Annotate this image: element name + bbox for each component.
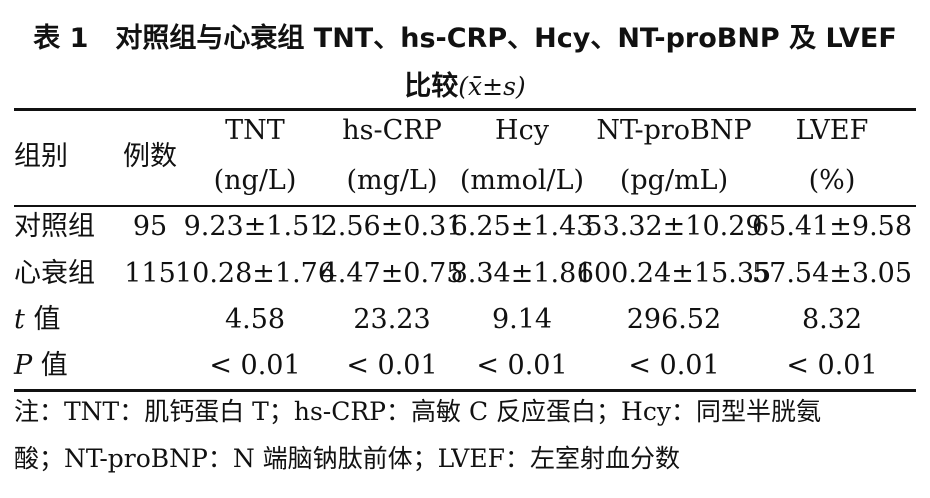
header-lvef: LVEF — [795, 115, 869, 146]
row-group: 对照组 — [14, 211, 95, 242]
header-hcy: Hcy — [495, 115, 549, 146]
row-tnt: 4.58 — [224, 304, 286, 335]
table-note-line-2: 酸；NT-proBNP：N 端脑钠肽前体；LVEF：左室射血分数 — [14, 444, 680, 473]
header-tnt: TNT — [225, 115, 285, 146]
table-note-line-1: 注：TNT：肌钙蛋白 T；hs-CRP：高敏 C 反应蛋白；Hcy：同型半胱氨 — [14, 397, 821, 426]
table-top-rule — [14, 108, 916, 111]
row-hscrp: 4.47±0.75 — [320, 258, 464, 289]
row-lvef: < 0.01 — [786, 350, 878, 381]
table-caption-line-2: 比较(x̄±s) — [0, 70, 930, 104]
row-hscrp: 2.56±0.31 — [320, 211, 464, 242]
table-caption-line-1: 表 1 对照组与心衰组 TNT、hs-CRP、Hcy、NT-proBNP 及 L… — [33, 23, 897, 54]
row-hcy: < 0.01 — [476, 350, 568, 381]
row-lvef: 57.54±3.05 — [751, 258, 913, 289]
header-group: 组别 — [14, 141, 68, 172]
p-value-symbol: P — [14, 350, 33, 381]
row-tnt: 10.28±1.76 — [174, 258, 336, 289]
header-count: 例数 — [123, 141, 177, 172]
row-ntprobnp: 296.52 — [626, 304, 722, 335]
row-count: 115 — [124, 258, 176, 289]
row-ntprobnp: 600.24±15.35 — [576, 258, 772, 289]
row-ntprobnp: 53.32±10.29 — [585, 211, 763, 242]
header-hcy-unit: (mmol/L) — [459, 165, 585, 196]
header-hscrp: hs-CRP — [342, 115, 442, 146]
row-hcy: 8.34±1.81 — [450, 258, 594, 289]
row-count: 95 — [132, 211, 168, 242]
row-hscrp: < 0.01 — [346, 350, 438, 381]
row-lvef: 65.41±9.58 — [751, 211, 913, 242]
p-value-suffix: 值 — [32, 350, 68, 381]
row-group: P 值 — [14, 349, 68, 383]
row-group: t 值 — [14, 303, 60, 337]
header-ntprobnp: NT-proBNP — [596, 115, 752, 146]
t-value-symbol: t — [14, 304, 25, 335]
header-ntprobnp-unit: (pg/mL) — [619, 165, 729, 196]
table-caption-stat: (x̄±s) — [458, 72, 526, 101]
row-tnt: < 0.01 — [209, 350, 301, 381]
row-lvef: 8.32 — [801, 304, 863, 335]
row-ntprobnp: < 0.01 — [628, 350, 720, 381]
header-hscrp-unit: (mg/L) — [346, 165, 438, 196]
row-hcy: 6.25±1.43 — [450, 211, 594, 242]
row-hcy: 9.14 — [491, 304, 553, 335]
header-tnt-unit: (ng/L) — [213, 165, 297, 196]
table-header-rule — [14, 205, 916, 207]
row-group: 心衰组 — [14, 258, 95, 289]
t-value-suffix: 值 — [24, 304, 61, 335]
row-hscrp: 23.23 — [353, 304, 431, 335]
row-tnt: 9.23±1.51 — [183, 211, 327, 242]
table-caption-text: 比较 — [404, 71, 459, 102]
header-lvef-unit: (%) — [808, 165, 856, 196]
table-bottom-rule — [14, 389, 916, 392]
